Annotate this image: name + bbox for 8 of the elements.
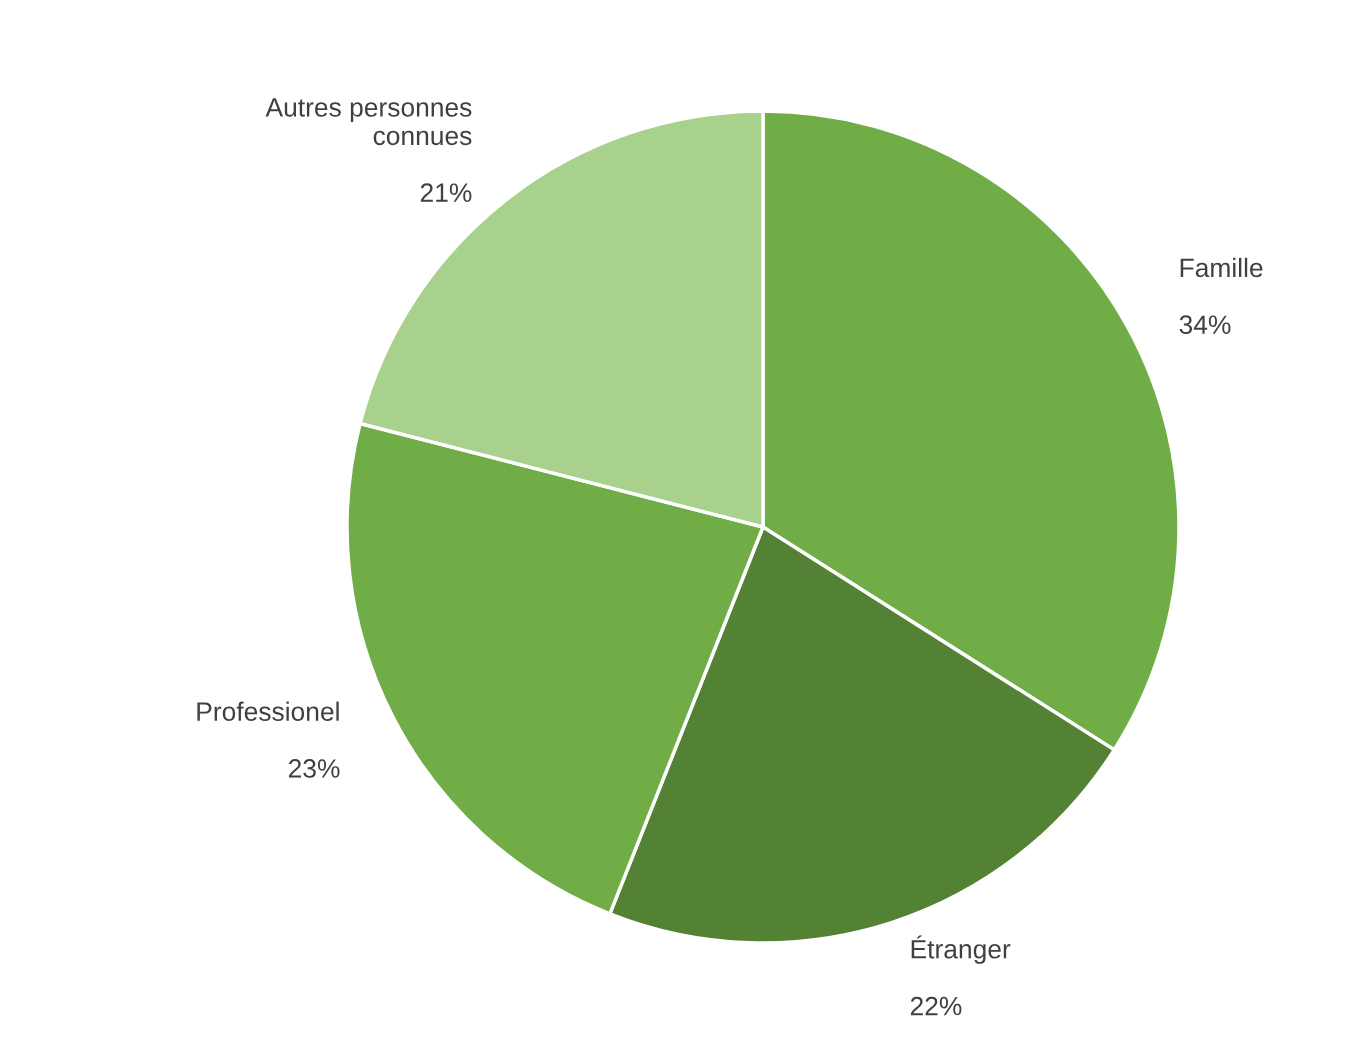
- data-label: 34%: [1179, 315, 1231, 335]
- slice-label: Autres personnes connues: [265, 98, 472, 146]
- data-label: 21%: [420, 183, 472, 202]
- data-label: 23%: [288, 759, 340, 778]
- slice-label: Famille: [1180, 257, 1263, 278]
- data-label: 22%: [910, 996, 962, 1016]
- slice-label: Étranger: [911, 935, 1011, 964]
- slice-label: Professionel: [197, 701, 339, 721]
